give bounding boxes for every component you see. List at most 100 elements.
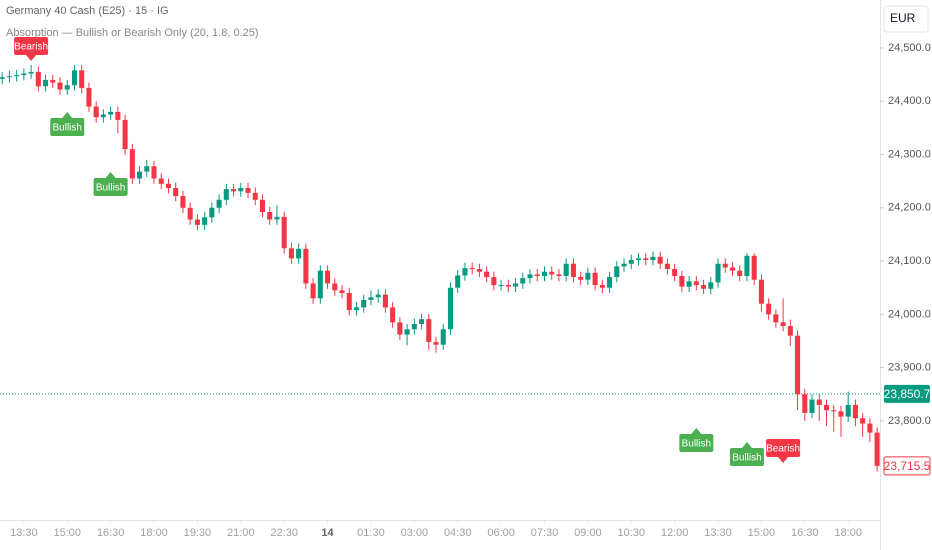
candle-body (650, 256, 656, 260)
candle-body (462, 267, 468, 276)
x-tick-label: 15:00 (53, 527, 81, 539)
candle-body (708, 282, 714, 289)
candle-body (549, 271, 555, 275)
candle-body (664, 263, 670, 270)
candle-body (137, 171, 143, 179)
candle-body (144, 166, 150, 172)
x-tick-label: 10:30 (617, 527, 645, 539)
x-tick-label: 13:30 (704, 527, 732, 539)
candle-body (860, 418, 866, 424)
candle-body (390, 307, 396, 323)
candle-body (455, 275, 461, 288)
candle-body (288, 248, 294, 259)
price-line-label: 23,850.7 (884, 387, 931, 401)
signal-label: Bullish (50, 112, 85, 136)
candle-body (64, 85, 70, 90)
candle-body (737, 270, 743, 276)
signal-label: Bullish (93, 172, 128, 196)
candle-body (129, 149, 135, 179)
signal-pointer (26, 55, 37, 61)
signal-box (729, 448, 764, 466)
candle-body (346, 293, 352, 311)
candle-body (86, 87, 92, 107)
candle-body (50, 79, 56, 83)
candle-body (375, 294, 381, 298)
x-tick-label: 19:30 (184, 527, 212, 539)
candle-body (715, 263, 721, 283)
candle-body (404, 329, 410, 335)
candle-body (397, 322, 403, 335)
candle-body (780, 322, 786, 327)
y-tick-label: 24,200.0 (888, 202, 931, 214)
candle-body (187, 207, 193, 220)
signal-box (93, 178, 128, 196)
x-tick-label: 21:00 (227, 527, 255, 539)
candle-body (802, 394, 808, 413)
x-tick-label: 03:00 (401, 527, 429, 539)
signal-box (679, 434, 714, 452)
signal-pointer (105, 172, 116, 178)
candle-body (317, 270, 323, 299)
candle-body (795, 335, 801, 395)
candle-body (534, 274, 540, 276)
candle-body (578, 277, 584, 280)
x-tick-label: 06:00 (487, 527, 515, 539)
candle-body (773, 314, 779, 323)
x-tick-label: 18:00 (140, 527, 168, 539)
candle-body (332, 283, 338, 291)
candle-body (79, 70, 85, 88)
candle-body (476, 269, 482, 272)
candle-body (469, 267, 475, 270)
candle-body (325, 270, 331, 284)
signal-pointer (691, 428, 702, 434)
candle-body (411, 323, 417, 330)
signal-label: Bullish (679, 428, 714, 452)
candle-body (657, 256, 663, 264)
signal-pointer (62, 112, 73, 118)
x-tick-label: 07:30 (531, 527, 559, 539)
candle-body (274, 216, 280, 220)
candle-body (845, 404, 851, 417)
candle-body (867, 423, 873, 433)
plot-area (0, 65, 880, 472)
candle-body (303, 248, 309, 284)
candle-body (158, 178, 164, 184)
candle-body (621, 263, 627, 267)
candle-body (35, 71, 41, 87)
candle-body (513, 283, 519, 287)
signal-text: Bearish (766, 444, 800, 455)
candle-body (563, 263, 569, 276)
signal-text: Bullish (96, 183, 125, 194)
candle-body (310, 283, 316, 299)
candle-body (766, 303, 772, 315)
y-tick-label: 24,500.0 (888, 42, 931, 54)
candle-body (100, 114, 106, 118)
candle-body (368, 297, 374, 300)
candle-body (259, 199, 266, 213)
y-tick-label: 23,900.0 (888, 362, 931, 374)
candle-body (115, 111, 121, 120)
candle-body (484, 271, 490, 278)
candle-body (180, 196, 186, 208)
candle-body (151, 166, 157, 179)
currency-box[interactable] (883, 5, 929, 33)
candle-body (426, 319, 432, 343)
signal-box (50, 118, 85, 136)
candle-body (592, 272, 598, 286)
candle-body (28, 71, 34, 74)
candle-body (43, 79, 49, 87)
candle-body (223, 189, 229, 200)
candle-body (216, 199, 222, 208)
last-price-label: 23,715.5 (884, 459, 931, 473)
candle-body (122, 119, 128, 150)
candle-body (838, 411, 844, 417)
x-tick-label: 04:30 (444, 527, 472, 539)
x-tick-label: 01:30 (357, 527, 385, 539)
candle-body (14, 75, 20, 77)
candle-body (209, 207, 215, 218)
candle-body (585, 272, 591, 280)
currency: EUR (890, 11, 916, 25)
candle-body (672, 269, 678, 276)
candle-body (339, 290, 345, 294)
